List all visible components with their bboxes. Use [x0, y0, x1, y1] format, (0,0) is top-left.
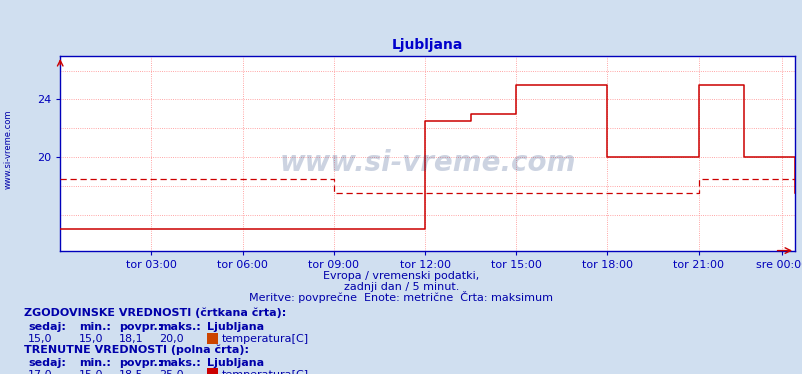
Text: temperatura[C]: temperatura[C] [221, 370, 308, 374]
Text: sedaj:: sedaj: [28, 322, 66, 332]
Text: povpr.:: povpr.: [119, 322, 162, 332]
Text: 25,0: 25,0 [159, 370, 184, 374]
Text: 20,0: 20,0 [159, 334, 184, 344]
Text: TRENUTNE VREDNOSTI (polna črta):: TRENUTNE VREDNOSTI (polna črta): [24, 345, 249, 355]
Text: Ljubljana: Ljubljana [207, 358, 264, 368]
Text: Evropa / vremenski podatki,: Evropa / vremenski podatki, [323, 271, 479, 280]
Text: Meritve: povprečne  Enote: metrične  Črta: maksimum: Meritve: povprečne Enote: metrične Črta:… [249, 291, 553, 303]
Text: 15,0: 15,0 [79, 334, 103, 344]
Text: www.si-vreme.com: www.si-vreme.com [3, 110, 13, 189]
Text: sedaj:: sedaj: [28, 358, 66, 368]
Text: Ljubljana: Ljubljana [207, 322, 264, 332]
Text: maks.:: maks.: [159, 358, 200, 368]
Text: 15,0: 15,0 [79, 370, 103, 374]
Text: min.:: min.: [79, 358, 111, 368]
Text: maks.:: maks.: [159, 322, 200, 332]
Text: www.si-vreme.com: www.si-vreme.com [279, 149, 575, 177]
Text: 15,0: 15,0 [28, 334, 53, 344]
Text: 17,0: 17,0 [28, 370, 53, 374]
Text: temperatura[C]: temperatura[C] [221, 334, 308, 344]
Text: 18,5: 18,5 [119, 370, 144, 374]
Text: 18,1: 18,1 [119, 334, 144, 344]
Text: ZGODOVINSKE VREDNOSTI (črtkana črta):: ZGODOVINSKE VREDNOSTI (črtkana črta): [24, 307, 286, 318]
Text: povpr.:: povpr.: [119, 358, 162, 368]
Text: zadnji dan / 5 minut.: zadnji dan / 5 minut. [343, 282, 459, 292]
Text: min.:: min.: [79, 322, 111, 332]
Title: Ljubljana: Ljubljana [391, 38, 463, 52]
